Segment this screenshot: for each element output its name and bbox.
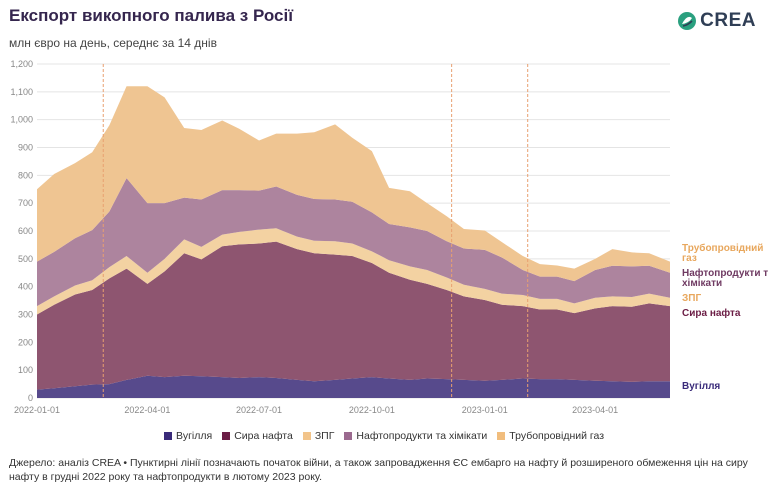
y-tick-label: 600 (18, 226, 33, 236)
legend-label: ЗПГ (314, 430, 335, 442)
y-tick-label: 0 (28, 393, 33, 403)
legend: Вугілля Сира нафта ЗПГ Нафтопродукти та хім… (0, 430, 768, 442)
x-tick-label: 2023-01-01 (462, 405, 508, 415)
legend-item: Трубопровідний газ (497, 430, 604, 442)
area-5 (37, 86, 670, 282)
y-tick-label: 200 (18, 337, 33, 347)
y-tick-label: 1,000 (10, 115, 33, 125)
area-2 (37, 241, 670, 390)
end-label: Нафтопродукти та хімікати (682, 267, 768, 289)
legend-label: Нафтопродукти та хімікати (356, 430, 488, 442)
legend-swatch (163, 432, 172, 440)
y-tick-label: 700 (18, 198, 33, 208)
end-label: ЗПГ (682, 293, 701, 304)
area-1 (37, 375, 670, 398)
area-4 (37, 178, 670, 307)
chart-title: Експорт викопного палива з Росії (9, 6, 293, 25)
y-tick-label: 1,100 (10, 87, 33, 97)
legend-swatch (222, 432, 231, 440)
legend-label: Сира нафта (234, 430, 293, 442)
x-tick-label: 2022-01-01 (14, 405, 60, 415)
legend-swatch (497, 432, 506, 440)
area-3 (37, 228, 670, 315)
x-tick-label: 2022-07-01 (236, 405, 282, 415)
y-tick-label: 400 (18, 282, 33, 292)
stacked-area-chart: 0 100 200 300 400 500 600 700 800 900 1,000 1,100 1,… (10, 59, 768, 415)
legend-label: Трубопровідний газ (509, 430, 605, 442)
y-tick-label: 900 (18, 143, 33, 153)
end-label: Вугілля (682, 381, 720, 392)
logo-text: CREA (700, 10, 756, 31)
y-tick-label: 1,200 (10, 59, 33, 69)
x-tick-label: 2022-10-01 (349, 405, 395, 415)
y-tick-label: 300 (18, 310, 33, 320)
legend-item: Сира нафта (222, 430, 293, 442)
source-note: Джерело: аналіз CREA • Пунктирні лінії п… (9, 457, 748, 483)
crea-leaf-icon (678, 12, 697, 30)
legend-swatch (344, 432, 353, 440)
x-tick-label: 2023-04-01 (572, 405, 618, 415)
y-tick-label: 800 (18, 170, 33, 180)
legend-label: Вугілля (175, 430, 213, 442)
legend-item: Нафтопродукти та хімікати (344, 430, 487, 442)
end-label: Трубопровідний газ (682, 242, 763, 264)
legend-item: Вугілля (163, 430, 213, 442)
chart-subtitle: млн євро на день, середнє за 14 днів (9, 36, 217, 50)
x-tick-label: 2022-04-01 (124, 405, 170, 415)
end-label: Сира нафта (682, 307, 741, 319)
crea-logo: CREA (677, 10, 756, 32)
y-tick-label: 100 (18, 365, 33, 375)
legend-swatch (302, 432, 311, 440)
y-tick-label: 500 (18, 254, 33, 264)
legend-item: ЗПГ (302, 430, 335, 442)
